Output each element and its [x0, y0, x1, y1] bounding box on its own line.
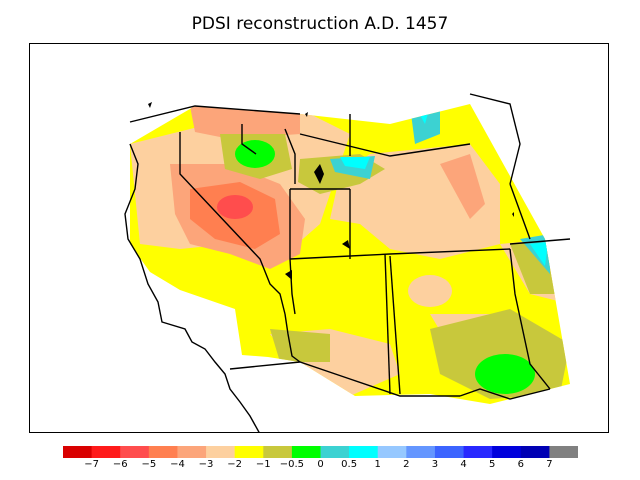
colorbar-swatch	[120, 446, 150, 458]
field-olive-south	[430, 309, 570, 399]
colorbar-swatch	[91, 446, 121, 458]
border-california-arizona	[284, 313, 301, 363]
colorbar-tick-label: 5	[488, 459, 496, 470]
field-salmon-northwest	[190, 106, 300, 139]
small-lake-2	[305, 112, 308, 117]
field-red-core	[217, 195, 253, 219]
border-southern-texas	[459, 388, 551, 400]
colorbar-swatch	[520, 446, 550, 458]
border-dakota-line	[469, 93, 521, 185]
lakes	[148, 102, 514, 280]
colorbar	[63, 446, 578, 458]
colorbar-tick-label: −6	[112, 459, 128, 470]
colorbar-tick-label: 7	[546, 459, 553, 470]
colorbar-swatch	[549, 446, 578, 458]
colorbar-swatch	[377, 446, 407, 458]
colorbar-swatch	[320, 446, 350, 458]
geographic-boundaries	[124, 93, 571, 432]
map-frame	[29, 43, 609, 433]
colorbar-tick-label: 4	[460, 459, 467, 470]
field-cyan-east	[530, 242, 548, 266]
border-us-mexico	[229, 361, 460, 397]
colorbar-tick-label: −5	[141, 459, 157, 470]
great-salt-lake	[314, 164, 324, 184]
colorbar-swatch	[234, 446, 264, 458]
colorbar-swatch	[148, 446, 178, 458]
colorbar-tick-label: −3	[198, 459, 214, 470]
colorbar-tick-label: 3	[431, 459, 439, 470]
colorbar-swatch	[177, 446, 207, 458]
coastline	[124, 143, 260, 432]
border-newmexico-texas	[389, 255, 401, 395]
field-salmon-northeast	[440, 154, 485, 219]
map-title: PDSI reconstruction A.D. 1457	[191, 14, 449, 34]
border-idaho-west	[241, 124, 257, 155]
colorbar-tick-label: −4	[170, 459, 185, 470]
border-oregon-washington	[129, 105, 301, 123]
pdsi-field	[130, 104, 570, 404]
small-lake-3	[512, 212, 514, 217]
lake-mead	[285, 270, 292, 280]
colorbar-swatch	[349, 446, 379, 458]
border-montana-wyoming	[299, 133, 471, 157]
colorbar-swatch	[406, 446, 436, 458]
border-colorado-north	[289, 248, 511, 260]
colorbar-swatch	[434, 446, 465, 458]
border-nebraska	[509, 183, 531, 240]
colorbar-tick-label: −2	[227, 459, 243, 470]
border-idaho-montana	[284, 128, 296, 184]
field-cyan-north	[340, 157, 370, 169]
colorbar-tick-label: 2	[403, 459, 410, 470]
border-four-corners-lines	[384, 253, 391, 395]
salton-sea	[342, 240, 350, 249]
border-california-nevada	[179, 132, 286, 315]
border-texas-panhandle	[509, 248, 551, 390]
colorbar-swatch	[263, 446, 293, 458]
colorbar-swatch	[492, 446, 522, 458]
colorbar-tick-label: 1	[374, 459, 381, 470]
colorbar-swatch	[463, 446, 493, 458]
small-lake-1	[148, 102, 152, 108]
colorbar-swatch	[291, 446, 321, 458]
colorbar-swatch	[206, 446, 236, 458]
colorbar-tick-label: −1	[255, 459, 271, 470]
field-peach-center	[408, 275, 452, 307]
field-green-south	[475, 354, 535, 394]
colorbar-swatch	[63, 446, 93, 458]
colorbar-tick-label: −7	[84, 459, 99, 470]
colorbar-tick-label: 0.5	[341, 459, 358, 470]
colorbar-tick-label: 0	[317, 459, 324, 470]
field-olive-southwest	[270, 329, 330, 362]
border-colorado-kansas	[509, 238, 571, 245]
colorbar-tick-label: −0.5	[279, 459, 305, 470]
pdsi-map	[124, 93, 571, 432]
colorbar-tick-label: 6	[517, 459, 524, 470]
border-arizona-newmexico	[289, 258, 296, 315]
